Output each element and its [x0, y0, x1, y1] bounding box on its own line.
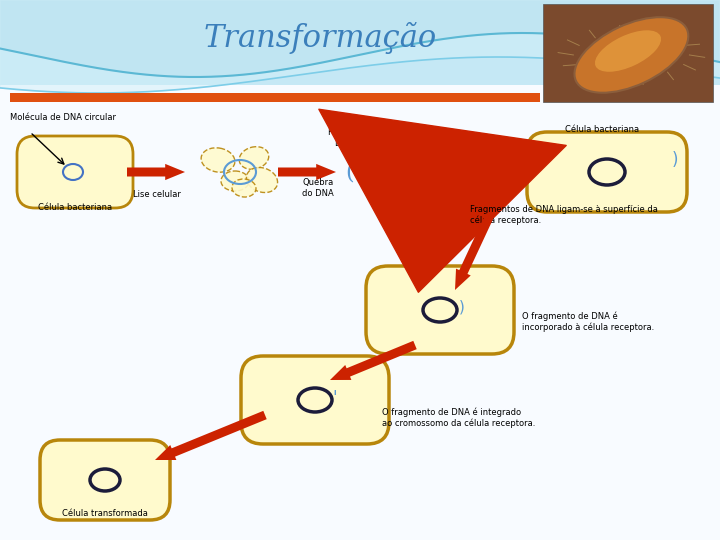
Text: (: ( — [346, 161, 354, 183]
Ellipse shape — [595, 30, 661, 72]
FancyBboxPatch shape — [366, 266, 514, 354]
FancyBboxPatch shape — [0, 0, 720, 100]
FancyArrow shape — [455, 213, 494, 290]
Text: Célula bacteriana: Célula bacteriana — [565, 125, 639, 134]
Text: ): ) — [459, 300, 465, 314]
Text: O fragmento de DNA é
incorporado à célula receptora.: O fragmento de DNA é incorporado à célul… — [522, 312, 654, 332]
Ellipse shape — [201, 148, 235, 172]
FancyArrow shape — [127, 164, 185, 180]
FancyBboxPatch shape — [527, 132, 687, 212]
Text: Fragmentos de
DNA doador: Fragmentos de DNA doador — [328, 129, 392, 148]
Ellipse shape — [239, 147, 269, 170]
FancyBboxPatch shape — [17, 136, 133, 208]
Bar — [543, 4, 713, 102]
FancyArrow shape — [155, 411, 266, 460]
FancyArrow shape — [278, 164, 336, 180]
FancyBboxPatch shape — [0, 85, 720, 540]
Text: Lise celular: Lise celular — [133, 190, 181, 199]
Text: Célula transformada: Célula transformada — [62, 509, 148, 517]
Ellipse shape — [575, 17, 688, 93]
Text: Fragmentos de DNA ligam-se à superfície da
célula receptora.: Fragmentos de DNA ligam-se à superfície … — [470, 205, 658, 225]
FancyArrow shape — [330, 341, 417, 380]
Bar — [398, 165, 436, 178]
Ellipse shape — [246, 167, 278, 193]
Text: ': ' — [333, 389, 337, 407]
Text: Molécula de DNA circular: Molécula de DNA circular — [10, 113, 116, 123]
Text: ): ) — [382, 161, 390, 183]
FancyBboxPatch shape — [241, 356, 389, 444]
Text: Quebra
do DNA: Quebra do DNA — [302, 178, 334, 198]
FancyBboxPatch shape — [40, 440, 170, 520]
Ellipse shape — [221, 171, 249, 191]
Text: ): ) — [672, 151, 678, 169]
Text: Transformação: Transformação — [203, 22, 436, 54]
Bar — [10, 93, 540, 102]
Text: O fragmento de DNA é integrado
ao cromossomo da célula receptora.: O fragmento de DNA é integrado ao cromos… — [382, 408, 536, 428]
Text: Célula bacteriana: Célula bacteriana — [38, 202, 112, 212]
Ellipse shape — [232, 179, 256, 197]
